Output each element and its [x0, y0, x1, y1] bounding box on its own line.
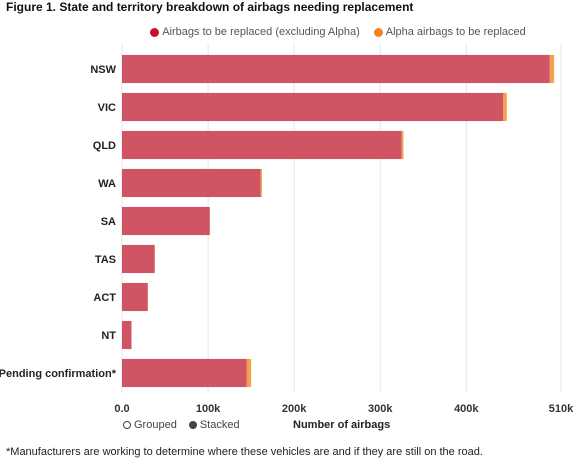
category-label: VIC: [98, 102, 116, 114]
category-label: SA: [101, 216, 116, 228]
grouped-option[interactable]: Grouped: [123, 419, 177, 431]
legend-label-alpha: Alpha airbags to be replaced: [385, 26, 526, 38]
legend-dot-main-icon: [150, 27, 160, 37]
stacked-label: Stacked: [199, 419, 240, 431]
stacked-radio-icon: [188, 421, 197, 429]
category-label: ACT: [93, 292, 116, 304]
category-label: WA: [98, 178, 116, 190]
bar-main: [122, 244, 155, 274]
x-tick-label: 510k: [549, 403, 574, 415]
category-label: NSW: [90, 64, 116, 76]
bar-main: [122, 320, 132, 350]
x-tick-label: 200k: [282, 403, 307, 415]
bar-alpha: [401, 130, 404, 160]
category-label: QLD: [93, 140, 116, 152]
legend-dot-alpha-icon: [373, 27, 383, 37]
legend-label-main: Airbags to be replaced (excluding Alpha): [162, 26, 360, 38]
bar-alpha: [260, 168, 262, 198]
chart-legend: Airbags to be replaced (excluding Alpha)…: [118, 26, 558, 38]
category-label: NT: [101, 330, 116, 342]
category-label: Pending confirmation*: [0, 368, 117, 380]
footnote: *Manufacturers are working to determine …: [6, 446, 483, 458]
x-tick-label: 400k: [454, 403, 479, 415]
grouped-label: Grouped: [134, 419, 177, 431]
bar-alpha: [503, 92, 507, 122]
bar-main: [122, 168, 261, 198]
grouped-radio-icon: [123, 421, 131, 429]
legend-item-alpha[interactable]: Alpha airbags to be replaced: [373, 26, 526, 38]
x-axis-label: Number of airbags: [293, 419, 391, 431]
legend-item-main[interactable]: Airbags to be replaced (excluding Alpha): [150, 26, 360, 38]
bar-main: [122, 130, 402, 160]
x-tick-label: 0.0: [114, 403, 129, 415]
bar-alpha: [246, 358, 252, 388]
stacked-option[interactable]: Stacked: [188, 419, 240, 431]
x-tick-label: 300k: [368, 403, 393, 415]
bar-main: [122, 206, 210, 236]
bar-main: [122, 54, 550, 84]
bar-main: [122, 282, 148, 312]
bar-main: [122, 358, 247, 388]
chart-title: Figure 1. State and territory breakdown …: [6, 0, 414, 14]
category-label: TAS: [95, 254, 116, 266]
bar-main: [122, 92, 504, 122]
layout-toggle: Grouped Stacked: [123, 419, 240, 431]
x-tick-label: 100k: [196, 403, 221, 415]
bar-alpha: [549, 54, 555, 84]
